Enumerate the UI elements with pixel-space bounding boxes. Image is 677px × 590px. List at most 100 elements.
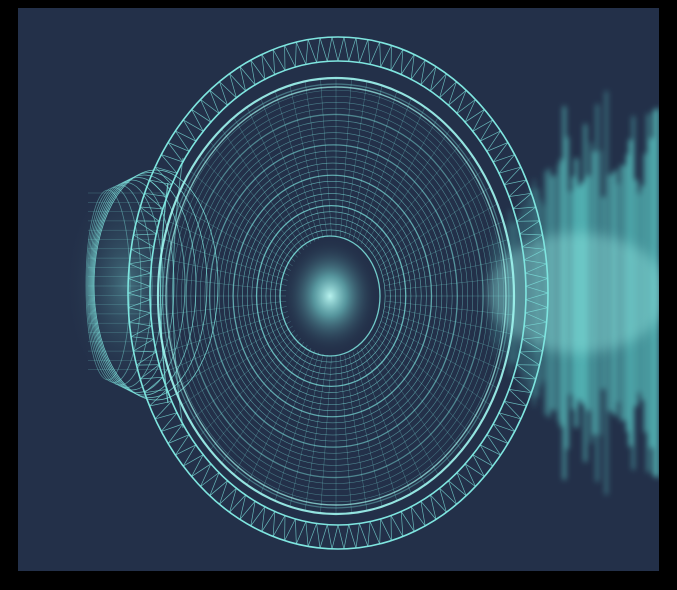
- wave-glow: [488, 233, 659, 353]
- rim-truss: [524, 307, 548, 323]
- rim-truss: [209, 81, 229, 107]
- rim-truss: [498, 154, 521, 174]
- cone-spoke: [352, 91, 398, 240]
- rim-truss: [155, 154, 178, 174]
- rim-truss: [521, 234, 545, 250]
- cone-spoke: [199, 155, 298, 258]
- cone-ring: [279, 235, 381, 357]
- rim-truss: [343, 37, 357, 62]
- rim-truss: [355, 523, 369, 549]
- rim-truss: [429, 66, 447, 93]
- rim-truss: [149, 400, 173, 420]
- rim-truss: [128, 307, 152, 323]
- cone-spoke: [181, 186, 293, 267]
- cone-ring: [190, 120, 479, 472]
- cone-spoke: [164, 239, 288, 281]
- cone-spoke: [385, 276, 514, 292]
- rim-truss: [319, 37, 333, 62]
- rim-truss: [239, 60, 256, 87]
- cone-spoke: [360, 107, 426, 245]
- rim-truss: [250, 505, 266, 532]
- cone-spoke: [367, 341, 451, 464]
- cone-spoke: [381, 203, 498, 271]
- rim-truss: [136, 206, 161, 222]
- rim-truss: [400, 49, 415, 76]
- cone-spoke: [160, 257, 287, 286]
- magnet-ring: [89, 179, 175, 391]
- rim-truss: [129, 248, 153, 265]
- rim-truss: [209, 479, 229, 505]
- rim-truss: [456, 90, 476, 115]
- cone-spoke: [374, 334, 473, 437]
- cone-spoke: [199, 334, 298, 437]
- rim-truss: [250, 54, 266, 81]
- cone-spoke: [376, 170, 482, 262]
- cone-spoke: [340, 355, 352, 514]
- rim-truss: [492, 423, 515, 444]
- rim-truss: [410, 54, 426, 81]
- rim-truss: [390, 45, 404, 71]
- rim-truss: [464, 462, 485, 487]
- cone-spoke: [360, 347, 426, 485]
- cone-spoke: [364, 344, 439, 475]
- rim-truss: [471, 453, 493, 477]
- rim-truss: [524, 263, 548, 279]
- cone-spoke: [209, 141, 301, 254]
- rim-truss: [524, 278, 549, 294]
- rim-truss: [524, 292, 549, 308]
- rim-truss: [183, 109, 205, 133]
- cone-spoke: [340, 78, 352, 237]
- rim-truss: [438, 73, 457, 99]
- cone-spoke: [174, 203, 291, 271]
- rim-truss: [129, 321, 153, 338]
- rim-truss: [512, 376, 536, 393]
- cone-ring: [199, 132, 468, 460]
- cone-spoke: [371, 338, 463, 451]
- cone-spoke: [379, 186, 491, 267]
- rim-truss: [485, 433, 509, 456]
- rim-truss: [485, 130, 509, 153]
- cone-spoke: [385, 306, 512, 335]
- cone-ring: [232, 174, 433, 418]
- rim-truss: [175, 444, 197, 467]
- rim-truss: [144, 179, 169, 198]
- cone-spoke: [382, 316, 504, 371]
- rim-truss: [284, 42, 297, 68]
- rim-truss: [191, 99, 212, 124]
- cone-spoke: [320, 355, 332, 514]
- rim-truss: [131, 234, 155, 250]
- cone-ring: [242, 187, 422, 405]
- cone-spoke: [379, 325, 491, 406]
- rim-truss: [355, 37, 369, 63]
- rim-truss: [131, 336, 155, 352]
- rim-truss: [229, 66, 247, 93]
- cone-ring: [176, 102, 494, 490]
- illustration-panel: [18, 8, 659, 571]
- cone-spoke: [221, 341, 305, 464]
- cone-spoke: [344, 355, 368, 511]
- cone-spoke: [356, 350, 412, 494]
- cone-spoke: [356, 98, 412, 242]
- cone-spoke: [289, 85, 324, 239]
- cone-spoke: [274, 91, 320, 240]
- cone-spoke: [374, 155, 473, 258]
- cone-ring: [181, 108, 489, 484]
- cone-spoke: [260, 350, 316, 494]
- cone-spoke: [158, 276, 287, 292]
- rim-truss: [219, 73, 238, 99]
- cone-ring: [237, 181, 427, 411]
- rim-truss: [503, 400, 527, 420]
- rim-truss: [239, 499, 256, 526]
- cone-spoke: [181, 325, 293, 406]
- rim-truss: [140, 193, 164, 210]
- cone-ring: [208, 144, 458, 448]
- cone-ring: [246, 193, 417, 399]
- rim-truss: [429, 493, 447, 520]
- cone-spoke: [382, 221, 504, 276]
- cone-spoke: [158, 300, 287, 316]
- frame-arm: [159, 182, 169, 404]
- cone-spoke: [320, 78, 332, 237]
- cone-ring: [214, 150, 453, 442]
- cone-spoke: [289, 353, 324, 507]
- speaker-basket-icon: [127, 36, 549, 550]
